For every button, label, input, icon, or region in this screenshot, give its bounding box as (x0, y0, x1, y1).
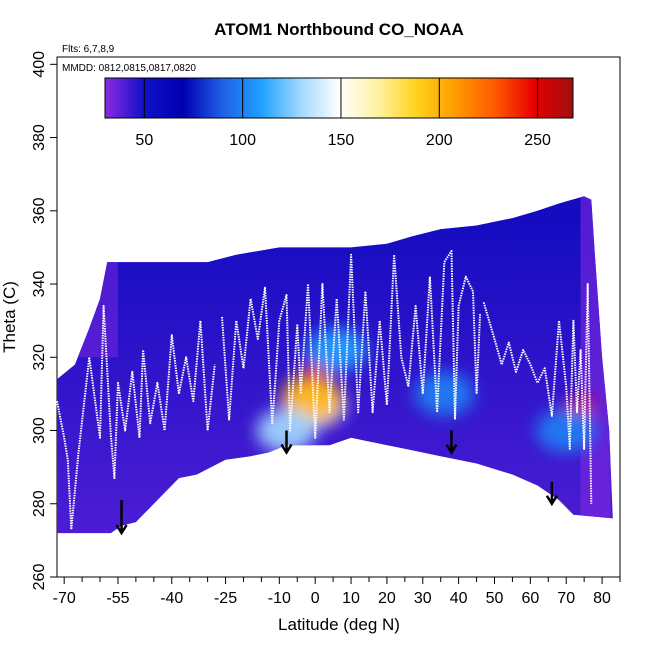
x-axis-label: Latitude (deg N) (278, 615, 400, 634)
x-tick-label: 70 (557, 590, 575, 607)
colorbar: 50 100 150 200 250 (104, 77, 574, 149)
colorbar-tick-label: 200 (426, 132, 453, 149)
x-axis: -70 -55 -40 -25 -10 0 10 20 30 40 50 60 70 80 (53, 577, 621, 607)
colorbar-gradient (104, 77, 574, 119)
x-tick-label: 0 (311, 590, 320, 607)
colorbar-tick-label: 150 (328, 132, 355, 149)
x-tick-label: -70 (53, 590, 76, 607)
y-tick-label: 260 (31, 564, 48, 591)
field-high-lat-edge (580, 196, 611, 534)
y-tick-label: 300 (31, 417, 48, 444)
y-tick-label: 280 (31, 490, 48, 517)
x-tick-label: 30 (414, 590, 432, 607)
colorbar-tick-label: 250 (524, 132, 551, 149)
x-tick-label: 20 (378, 590, 396, 607)
x-tick-label: 60 (521, 590, 539, 607)
x-tick-label: -40 (160, 590, 183, 607)
field-blob (566, 396, 595, 413)
field-southern-edge (57, 262, 118, 358)
x-tick-label: -10 (268, 590, 291, 607)
y-tick-label: 320 (31, 344, 48, 371)
colorbar-ticks: 50 100 150 200 250 (135, 78, 551, 149)
down-arrow-icon (445, 430, 458, 455)
flight-track-tropical (221, 250, 482, 439)
y-tick-label: 380 (31, 124, 48, 151)
flight-track-southern (56, 305, 216, 531)
down-arrow-icon (115, 500, 128, 536)
x-tick-label: -25 (214, 590, 237, 607)
x-tick-label: -55 (106, 590, 129, 607)
flights-note: Flts: 6,7,8,9 (62, 44, 115, 55)
dates-note: MMDD: 0812,0815,0817,0820 (62, 63, 196, 74)
field-blob (306, 327, 367, 372)
flight-track-northern (482, 283, 593, 504)
down-arrow-icon (545, 481, 558, 507)
field-blob (414, 371, 475, 416)
y-axis: 260 280 300 320 340 360 380 400 (31, 51, 57, 590)
arrow-markers (115, 430, 558, 536)
x-tick-label: 10 (342, 590, 360, 607)
chart-title: ATOM1 Northbound CO_NOAA (214, 20, 464, 39)
plot-frame (56, 56, 621, 578)
colorbar-tick-label: 50 (135, 132, 153, 149)
y-tick-label: 360 (31, 197, 48, 224)
x-tick-label: 80 (593, 590, 611, 607)
x-tick-label: 40 (450, 590, 468, 607)
y-axis-label: Theta (C) (0, 281, 19, 353)
field-blob (281, 375, 342, 420)
y-tick-label: 340 (31, 271, 48, 298)
down-arrow-icon (280, 430, 293, 455)
y-tick-label: 400 (31, 51, 48, 78)
field-blob (536, 408, 597, 453)
colorbar-tick-label: 100 (229, 132, 256, 149)
x-tick-label: 50 (486, 590, 504, 607)
flight-tracks (56, 250, 593, 531)
